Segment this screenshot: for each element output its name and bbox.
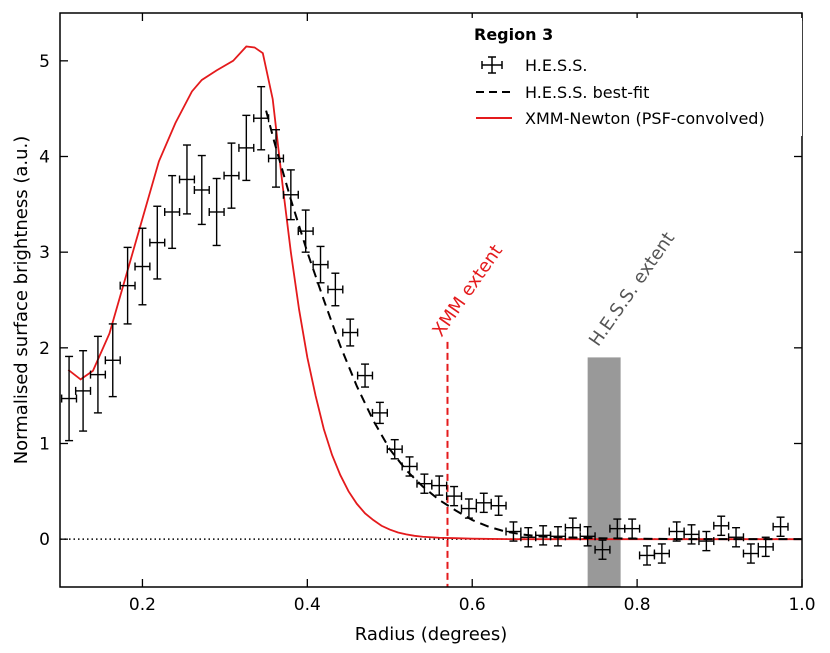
hess-data-point [445, 485, 463, 507]
hess-data-point [401, 456, 418, 477]
legend-entry-xmm: XMM-Newton (PSF-convolved) [525, 109, 765, 128]
y-tick-label: 3 [39, 243, 50, 263]
hess-data-point [772, 516, 789, 537]
plot-layer [60, 45, 802, 587]
plot-area [60, 45, 802, 587]
hess-data-point [178, 144, 196, 215]
hess-data-point [134, 227, 151, 306]
y-tick-label: 2 [39, 339, 50, 359]
hess-data-point [727, 526, 745, 548]
hess-data-point [579, 526, 596, 547]
legend-marker-hess [481, 56, 503, 74]
hess-data-point [386, 438, 403, 460]
x-tick-label: 0.8 [624, 595, 651, 615]
hess-data-point [327, 272, 344, 307]
hess-data-point [594, 539, 611, 560]
hess-data-point [164, 174, 181, 250]
hess-data-point [698, 530, 715, 552]
hess-data-point [757, 536, 774, 558]
hess-best-fit-line [265, 110, 802, 541]
axes-layer [59, 12, 803, 588]
hess-data-point [119, 246, 136, 325]
hess-data-point [149, 205, 166, 280]
hess-data-point [520, 526, 537, 548]
hess-data-point [267, 129, 285, 188]
hess-data-point [431, 475, 448, 496]
hess-data-point [253, 85, 270, 151]
hess-data-point [460, 498, 478, 519]
x-tick-label: 0.2 [129, 595, 156, 615]
hess-data-point [282, 169, 299, 221]
hess-data-point [74, 350, 92, 432]
hess-data-point [490, 495, 507, 516]
legend: Region 3 H.E.S.S. H.E.S.S. best-fit XMM-… [462, 18, 802, 136]
hess-data-point [89, 335, 107, 414]
y-tick-label: 0 [39, 530, 50, 550]
hess-data-point [312, 245, 329, 284]
hess-data-point [104, 323, 121, 398]
hess-data-point [342, 318, 359, 347]
xmm-newton-line [67, 45, 802, 541]
hess-data-point [238, 114, 255, 182]
x-tick-label: 0.4 [294, 595, 321, 615]
legend-title: Region 3 [474, 25, 553, 44]
hess-data-point [371, 401, 389, 425]
y-axis-label: Normalised surface brightness (a.u.) [11, 136, 32, 465]
hess-data-point [624, 518, 641, 539]
y-tick-label: 5 [39, 52, 50, 72]
hess-extent-band [587, 357, 621, 587]
legend-entry-best-fit: H.E.S.S. best-fit [525, 83, 649, 102]
hess-data-point [60, 355, 78, 442]
hess-data-point [564, 517, 581, 538]
hess-data-point [742, 543, 760, 564]
hess-data-point [356, 363, 374, 388]
x-tick-label: 1.0 [788, 595, 815, 615]
hess-data-point [223, 142, 240, 209]
hess-data-point [208, 177, 225, 247]
y-tick-label: 4 [39, 148, 50, 168]
x-tick-label: 0.6 [459, 595, 486, 615]
hess-data-point [297, 209, 314, 253]
y-tick-label: 1 [39, 435, 50, 455]
hess-data-point [549, 526, 567, 547]
hess-data-point [653, 543, 670, 564]
hess-data-point [193, 154, 210, 226]
hess-data-point [683, 524, 700, 545]
hess-data-point [668, 521, 685, 542]
plot-frame [59, 12, 803, 588]
legend-entry-hess: H.E.S.S. [525, 56, 588, 75]
hess-data-point [713, 515, 730, 537]
x-axis-label: Radius (degrees) [355, 624, 508, 645]
legend-background [462, 18, 802, 136]
